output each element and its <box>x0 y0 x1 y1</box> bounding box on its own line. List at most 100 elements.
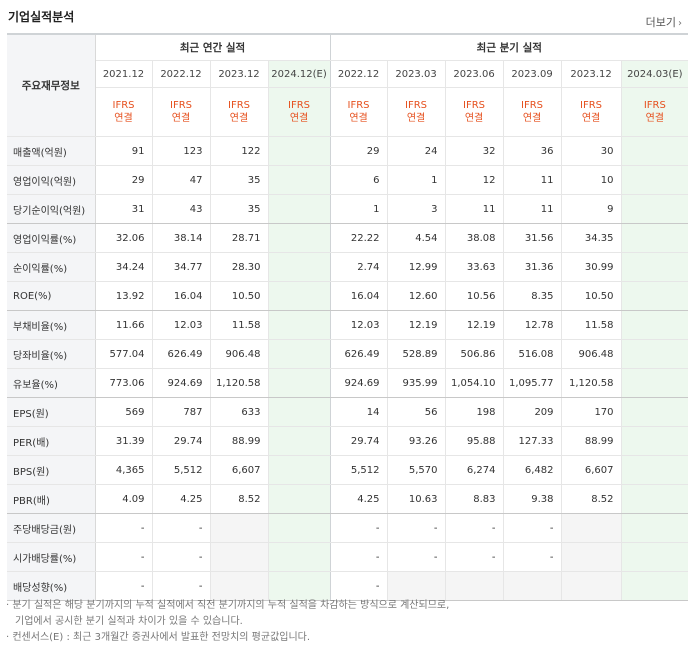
value-cell: 924.69 <box>329 368 388 398</box>
standard-ifrs: IFRS <box>405 100 428 111</box>
table-row: 매출액(억원) 91 123 122 29 24 32 36 30 <box>7 136 689 166</box>
value-cell: 5,512 <box>329 455 388 485</box>
standard-consolidated: 연결 <box>114 113 133 124</box>
row-label: ROE(%) <box>7 281 96 311</box>
standard-ifrs: IFRS <box>347 100 370 111</box>
value-cell: 1 <box>329 194 388 224</box>
value-cell: 528.89 <box>386 339 446 369</box>
table-row: 영업이익(억원) 29 47 35 6 1 12 11 10 <box>7 165 689 195</box>
value-cell <box>560 571 622 601</box>
accounting-standard: IFRS 연결 <box>560 87 622 137</box>
value-cell: 6 <box>329 165 388 195</box>
value-cell: 12.19 <box>444 310 504 340</box>
more-link[interactable]: 더보기 › <box>646 14 682 30</box>
value-cell: 924.69 <box>151 368 210 398</box>
value-cell: 35 <box>209 165 268 195</box>
value-cell: 14 <box>329 397 388 427</box>
value-cell: 4.09 <box>95 484 152 514</box>
value-cell <box>620 310 689 340</box>
value-cell: 1,120.58 <box>560 368 622 398</box>
value-cell: 11.66 <box>95 310 152 340</box>
value-cell <box>620 136 689 166</box>
value-cell: 170 <box>560 397 622 427</box>
value-cell: 6,607 <box>209 455 268 485</box>
period-header: 2023.12 <box>560 60 622 88</box>
value-cell: 29 <box>329 136 388 166</box>
value-cell: 28.71 <box>209 223 268 253</box>
standard-ifrs: IFRS <box>463 100 486 111</box>
value-cell: 35 <box>209 194 268 224</box>
value-cell: 127.33 <box>502 426 562 456</box>
standard-ifrs: IFRS <box>643 100 666 111</box>
value-cell: 47 <box>151 165 210 195</box>
value-cell: - <box>444 542 504 572</box>
value-cell: - <box>95 571 152 601</box>
value-cell: 30 <box>560 136 622 166</box>
table-row: 영업이익률(%) 32.06 38.14 28.71 22.22 4.54 38.08 31.… <box>7 223 689 253</box>
value-cell <box>620 513 689 543</box>
value-cell: 6,607 <box>560 455 622 485</box>
value-cell: 34.35 <box>560 223 622 253</box>
standard-consolidated: 연결 <box>171 113 191 124</box>
table-row: 당기순이익(억원) 31 43 35 1 3 11 11 9 <box>7 194 689 224</box>
value-cell <box>560 542 622 572</box>
value-cell: 9.38 <box>502 484 562 514</box>
period-header: 2024.12(E) <box>267 60 331 88</box>
value-cell: 30.99 <box>560 252 622 282</box>
value-cell: 24 <box>386 136 446 166</box>
value-cell: 8.52 <box>209 484 268 514</box>
value-cell <box>620 339 689 369</box>
value-cell: 32.06 <box>95 223 152 253</box>
accounting-standard: IFRS 연결 <box>620 87 689 137</box>
table-row: 주당배당금(원) - - - - - - <box>7 513 689 543</box>
standard-ifrs: IFRS <box>580 100 603 111</box>
value-cell <box>620 368 689 398</box>
value-cell: - <box>502 542 562 572</box>
value-cell: 1,120.58 <box>209 368 268 398</box>
value-cell: 935.99 <box>386 368 446 398</box>
value-cell: 11 <box>502 194 562 224</box>
value-cell: 12.03 <box>329 310 388 340</box>
value-cell <box>620 542 689 572</box>
standard-ifrs: IFRS <box>170 100 192 111</box>
value-cell: 29.74 <box>329 426 388 456</box>
value-cell: 88.99 <box>560 426 622 456</box>
row-label: 부채비율(%) <box>7 310 96 340</box>
value-cell: 16.04 <box>329 281 388 311</box>
value-cell: 11 <box>444 194 504 224</box>
value-cell <box>267 426 331 456</box>
value-cell <box>620 194 689 224</box>
value-cell: 8.83 <box>444 484 504 514</box>
annual-group-header: 최근 연간 실적 <box>95 33 331 61</box>
row-label: 순이익률(%) <box>7 252 96 282</box>
period-header: 2023.06 <box>444 60 504 88</box>
value-cell: 10 <box>560 165 622 195</box>
value-cell: 95.88 <box>444 426 504 456</box>
value-cell: 31.39 <box>95 426 152 456</box>
value-cell: 10.56 <box>444 281 504 311</box>
value-cell: 11 <box>502 165 562 195</box>
row-label: 당좌비율(%) <box>7 339 96 369</box>
value-cell: 31 <box>95 194 152 224</box>
value-cell: 29.74 <box>151 426 210 456</box>
table-row: PBR(배) 4.09 4.25 8.52 4.25 10.63 8.83 9.38 8.52 <box>7 484 689 514</box>
note-quarterly-line2: 기업에서 공시한 분기 실적과 차이가 있을 수 있습니다. <box>15 616 243 627</box>
value-cell: 6,274 <box>444 455 504 485</box>
accounting-standard: IFRS 연결 <box>386 87 446 137</box>
row-label: PER(배) <box>7 426 96 456</box>
row-label: 주당배당금(원) <box>7 513 96 543</box>
value-cell: 8.52 <box>560 484 622 514</box>
financial-table: 주요재무정보 최근 연간 실적 최근 분기 실적 2021.12 2022.12 2… <box>7 33 689 601</box>
value-cell: 569 <box>95 397 152 427</box>
note-consensus: · 컨센서스(E) : 최근 3개월간 증권사에서 발표한 전망치의 평균값입니… <box>6 632 311 643</box>
row-label: 시가배당률(%) <box>7 542 96 572</box>
period-header: 2023.09 <box>502 60 562 88</box>
value-cell <box>620 484 689 514</box>
value-cell: 4.25 <box>151 484 210 514</box>
value-cell: 8.35 <box>502 281 562 311</box>
note-quarterly-line1: 분기 실적은 해당 분기까지의 누적 실적에서 직전 분기까지의 누적 실적을 … <box>12 600 450 611</box>
value-cell: 209 <box>502 397 562 427</box>
value-cell: 28.30 <box>209 252 268 282</box>
value-cell: 12.60 <box>386 281 446 311</box>
value-cell: 4,365 <box>95 455 152 485</box>
